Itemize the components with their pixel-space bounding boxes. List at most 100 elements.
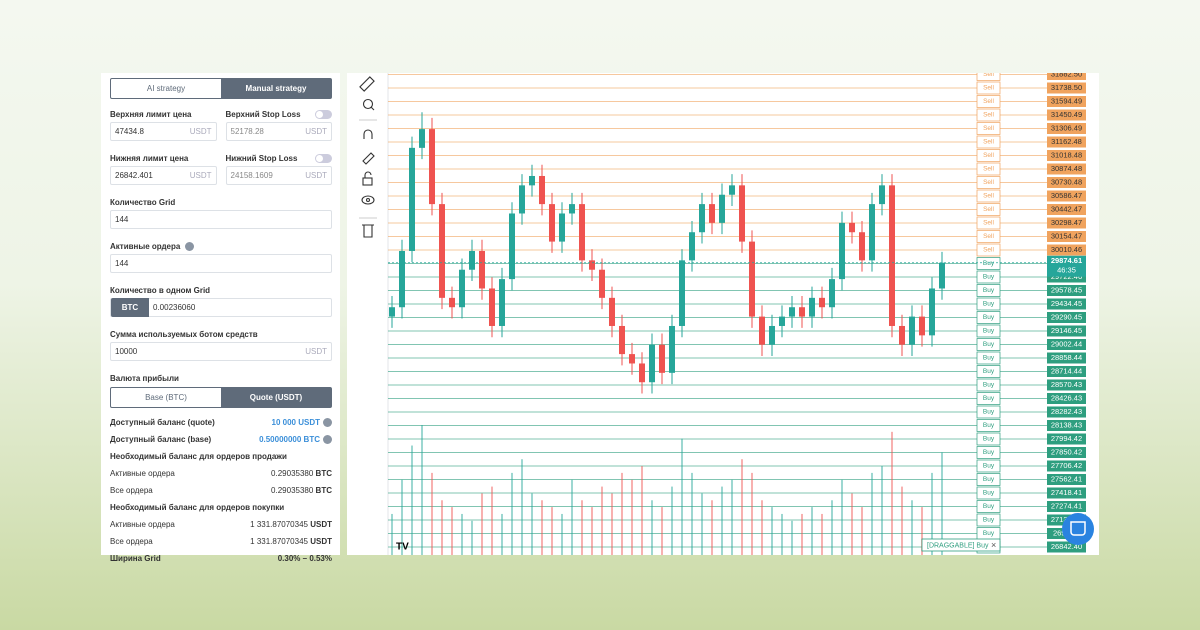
help-icon[interactable] xyxy=(323,435,332,444)
price-label: 29578.45 xyxy=(1051,285,1082,294)
help-icon[interactable] xyxy=(185,241,195,251)
side-button[interactable] xyxy=(976,446,1001,459)
side-button[interactable] xyxy=(976,284,1001,297)
side-button[interactable] xyxy=(976,513,1001,527)
tab[interactable]: AI strategy xyxy=(146,84,186,93)
side-label: Buy xyxy=(983,260,995,267)
candle-body xyxy=(929,288,935,336)
volume-bar xyxy=(761,500,763,555)
side-button[interactable] xyxy=(976,135,1001,149)
currency-select[interactable]: BTC xyxy=(111,298,149,317)
volume-bar xyxy=(671,486,673,555)
volume-bar xyxy=(641,466,643,555)
side-button[interactable] xyxy=(976,432,1001,446)
side-button[interactable] xyxy=(976,243,1001,257)
candle-body xyxy=(519,185,525,214)
price-label: 31738.50 xyxy=(1051,83,1082,92)
candle-body xyxy=(619,325,625,355)
side-button[interactable] xyxy=(976,162,1001,176)
input[interactable]: BTC 0.00236060 xyxy=(110,298,332,317)
side-label: Buy xyxy=(983,395,995,402)
label: Ширина Grid xyxy=(110,554,161,563)
current-price-tag xyxy=(1047,255,1086,277)
side-button[interactable] xyxy=(976,149,1001,162)
candle-body xyxy=(739,185,745,242)
candle-body xyxy=(819,297,825,308)
label: Активные ордера xyxy=(110,520,175,529)
input[interactable]: 26842.401 USDT xyxy=(110,166,217,185)
close-button[interactable]: × xyxy=(991,540,996,550)
price-tag xyxy=(1047,284,1086,296)
side-button[interactable] xyxy=(976,378,1001,392)
input[interactable]: 47434.8 USDT xyxy=(110,122,217,141)
zoom-icon[interactable] xyxy=(362,98,374,110)
value: 52178.28 xyxy=(230,127,264,136)
candle-body xyxy=(579,204,585,261)
trash-icon[interactable] xyxy=(362,224,374,238)
candles xyxy=(389,112,945,394)
label-row: Активные ордера xyxy=(110,240,332,252)
input[interactable]: 144 xyxy=(110,254,332,273)
volume-bar xyxy=(401,479,403,555)
row: Активные ордера 0.29035380 BTC xyxy=(110,465,332,482)
value-row: 0.29035380 BTC xyxy=(271,486,332,495)
volume-bar xyxy=(691,472,693,555)
value: 47434.8 xyxy=(115,127,144,136)
tab[interactable]: Quote (USDT) xyxy=(221,388,331,407)
side-button[interactable] xyxy=(976,459,1001,473)
price-label: 29290.45 xyxy=(1051,312,1082,321)
price-tag xyxy=(1047,406,1086,418)
price-label: 30730.48 xyxy=(1051,177,1082,186)
side-button[interactable] xyxy=(976,338,1001,351)
price-tag xyxy=(1047,298,1086,310)
side-button[interactable] xyxy=(976,216,1001,230)
input[interactable]: 10000 USDT xyxy=(110,342,332,361)
side-button[interactable] xyxy=(976,81,1001,95)
side-button[interactable] xyxy=(976,122,1001,135)
side-button[interactable] xyxy=(976,203,1001,216)
side-button[interactable] xyxy=(976,108,1001,122)
side-button[interactable] xyxy=(976,419,1001,432)
toggle[interactable] xyxy=(315,153,332,163)
price-label: 29434.45 xyxy=(1051,299,1082,308)
ruler-icon[interactable] xyxy=(359,76,375,92)
chat-button[interactable] xyxy=(1062,513,1094,545)
side-button[interactable] xyxy=(976,297,1001,311)
draw-icon[interactable] xyxy=(362,152,375,165)
side-button[interactable] xyxy=(976,311,1001,324)
eye-icon[interactable] xyxy=(361,195,375,205)
toggle[interactable] xyxy=(315,109,332,119)
side-button[interactable] xyxy=(976,473,1001,486)
candle-body xyxy=(839,222,845,280)
countdown: 46:35 xyxy=(1057,266,1076,275)
input[interactable]: 24158.1609 USDT xyxy=(225,166,332,185)
price-tag xyxy=(1047,541,1086,553)
side-button[interactable] xyxy=(976,230,1001,243)
lock-icon[interactable] xyxy=(362,177,373,186)
side-button[interactable] xyxy=(976,324,1001,338)
side-label: Buy xyxy=(983,449,995,456)
side-button[interactable] xyxy=(976,176,1001,189)
side-button[interactable] xyxy=(976,365,1001,378)
side-button[interactable] xyxy=(976,351,1001,365)
side-button[interactable] xyxy=(976,486,1001,500)
draggable-order[interactable] xyxy=(921,538,1001,552)
help-icon[interactable] xyxy=(323,418,332,427)
candle-body xyxy=(399,250,405,308)
side-button[interactable] xyxy=(976,95,1001,108)
side-button[interactable] xyxy=(976,189,1001,203)
side-button[interactable] xyxy=(976,73,1001,81)
side-button[interactable] xyxy=(976,392,1001,405)
side-button[interactable] xyxy=(976,405,1001,419)
side-button[interactable] xyxy=(976,270,1001,284)
tab[interactable]: Manual strategy xyxy=(221,79,331,98)
unit: BTC xyxy=(315,486,332,495)
input[interactable]: 52178.28 USDT xyxy=(225,122,332,141)
tab[interactable]: Base (BTC) xyxy=(145,393,187,402)
input[interactable]: 144 xyxy=(110,210,332,229)
magnet-icon[interactable] xyxy=(363,129,373,139)
volume xyxy=(391,425,943,555)
side-button[interactable] xyxy=(976,257,1001,270)
label: Нижний Stop Loss xyxy=(225,153,298,163)
side-button[interactable] xyxy=(976,500,1001,513)
